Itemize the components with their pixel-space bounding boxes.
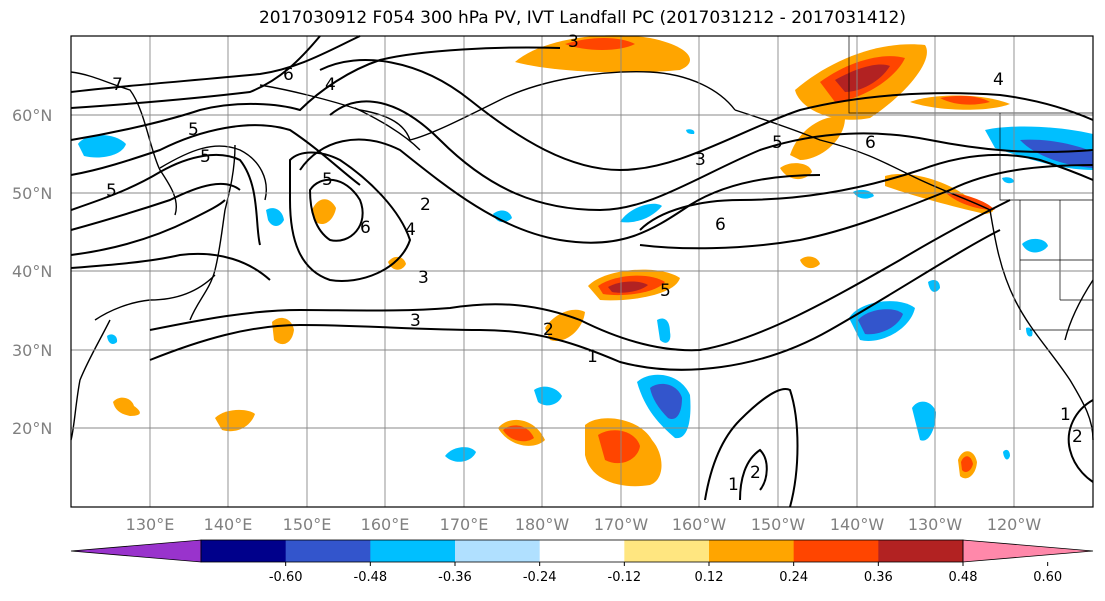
colorbar-tick-label: 0.24 xyxy=(779,570,808,585)
colorbar-tick-label: -0.48 xyxy=(354,570,388,585)
contour-label: 5 xyxy=(106,181,117,201)
colorbar-tick-label: 0.36 xyxy=(864,570,893,585)
negative-anomaly-shading xyxy=(78,126,1093,462)
colorbar-tick-label: -0.12 xyxy=(608,570,642,585)
lon-label: 140°E xyxy=(204,515,253,534)
colorbar: -0.60 -0.48 -0.36 -0.24 -0.12 0.12 0.24 0.36 0.4… xyxy=(70,539,1094,585)
contour-label: 6 xyxy=(715,215,726,235)
colorbar-extend-low xyxy=(70,539,202,563)
colorbar-swatch xyxy=(201,540,287,562)
lon-label: 150°W xyxy=(751,515,806,534)
lon-label: 130°W xyxy=(908,515,963,534)
colorbar-tick-label: -0.36 xyxy=(438,570,472,585)
contour-label: 1 xyxy=(728,475,739,495)
lon-label: 160°W xyxy=(672,515,727,534)
colorbar-swatch xyxy=(793,540,879,562)
contour-label: 4 xyxy=(993,70,1004,90)
colorbar-swatch xyxy=(455,540,541,562)
colorbar-tick-label: 0.60 xyxy=(1033,570,1062,585)
colorbar-tick-label: -0.24 xyxy=(523,570,557,585)
contour-label: 2 xyxy=(750,463,761,483)
lon-label: 150°E xyxy=(283,515,332,534)
contour-label: 1 xyxy=(1060,405,1071,425)
pv-contours xyxy=(70,35,1094,508)
colorbar-tick-label: 0.12 xyxy=(695,570,724,585)
contour-label: 1 xyxy=(587,347,598,367)
lon-label: 160°E xyxy=(361,515,410,534)
colorbar-extend-high xyxy=(962,539,1094,563)
latitude-labels: 60°N 50°N 40°N 30°N 20°N xyxy=(12,106,52,438)
contour-label: 5 xyxy=(200,147,211,167)
colorbar-outline xyxy=(200,539,964,563)
lon-label: 120°W xyxy=(987,515,1042,534)
colorbar-swatch xyxy=(709,540,795,562)
lon-label: 130°E xyxy=(126,515,175,534)
lat-label: 50°N xyxy=(12,184,52,203)
contour-label: 6 xyxy=(865,133,876,153)
contour-label: 5 xyxy=(322,170,333,190)
contour-label: 3 xyxy=(568,32,579,52)
contour-label: 5 xyxy=(188,120,199,140)
lon-label: 170°E xyxy=(440,515,489,534)
contour-label: 5 xyxy=(772,133,783,153)
contour-label: 7 xyxy=(112,75,123,95)
contour-label: 2 xyxy=(543,320,554,340)
lon-label: 180°W xyxy=(515,515,570,534)
colorbar-swatch xyxy=(370,540,456,562)
colorbar-swatch xyxy=(878,540,964,562)
map-title: 2017030912 F054 300 hPa PV, IVT Landfall… xyxy=(258,8,906,28)
longitude-labels: 130°E 140°E 150°E 160°E 170°E 180°W 170°… xyxy=(126,515,1042,534)
colorbar-swatch xyxy=(539,540,625,562)
contour-label: 4 xyxy=(405,220,416,240)
contour-label: 3 xyxy=(418,268,429,288)
lat-label: 30°N xyxy=(12,341,52,360)
lon-label: 140°W xyxy=(830,515,885,534)
contour-label: 5 xyxy=(660,281,671,301)
colorbar-tick-label: -0.60 xyxy=(269,570,303,585)
graticule xyxy=(71,36,1093,507)
contour-label: 2 xyxy=(420,195,431,215)
colorbar-swatch xyxy=(285,540,371,562)
contour-label: 3 xyxy=(695,150,706,170)
contour-label: 6 xyxy=(360,218,371,238)
map-frame xyxy=(70,35,1094,508)
contour-label: 3 xyxy=(410,311,421,331)
lat-label: 20°N xyxy=(12,419,52,438)
colorbar-swatch xyxy=(624,540,710,562)
lon-label: 170°W xyxy=(594,515,649,534)
lat-label: 60°N xyxy=(12,106,52,125)
map-panel: 7 6 4 5 5 5 5 6 4 2 3 3 2 1 5 6 3 5 6 4 … xyxy=(70,32,1094,508)
coastlines xyxy=(70,71,1094,441)
contour-label: 6 xyxy=(283,65,294,85)
contour-label: 4 xyxy=(325,75,336,95)
colorbar-tick-label: 0.48 xyxy=(949,570,978,585)
contour-labels: 7 6 4 5 5 5 5 6 4 2 3 3 2 1 5 6 3 5 6 4 … xyxy=(106,32,1083,495)
lat-label: 40°N xyxy=(12,262,52,281)
contour-label: 2 xyxy=(1072,427,1083,447)
